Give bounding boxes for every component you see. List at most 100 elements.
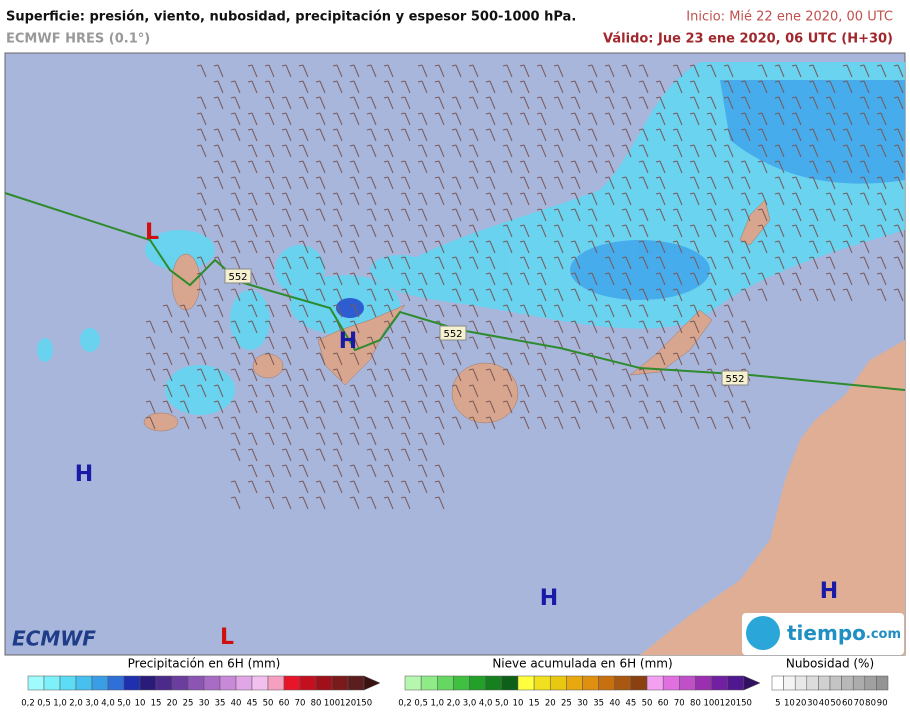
legend-label: 45 [247,699,258,709]
wind-barb [230,208,241,222]
wind-barb [315,176,326,190]
wind-barb [859,176,870,190]
wind-barb [281,384,292,398]
wind-barb [468,288,479,302]
wind-barb [400,480,411,494]
wind-barb [706,112,717,126]
wind-barb [825,160,836,174]
wind-barb [536,304,547,318]
wind-barb [842,272,853,286]
map: 552 552 552 L H H L H H ECMWF tiempo.com [4,52,906,656]
wind-barb [689,144,700,158]
wind-barb [468,224,479,238]
wind-barb [655,256,666,270]
wind-barb [349,384,360,398]
legend-label: 60 [842,699,853,709]
wind-barb [383,64,394,78]
wind-barb [485,416,496,430]
legend-swatch [771,675,784,691]
wind-barb [570,288,581,302]
legend-swatch [783,675,796,691]
wind-barb [281,192,292,206]
legend-title: Precipitación en 6H (mm) [128,657,281,671]
wind-barb [247,144,258,158]
wind-barb [893,224,904,238]
wind-barb [434,352,445,366]
wind-barb [842,160,853,174]
wind-barb [706,208,717,222]
wind-barb [417,384,428,398]
wind-barb [587,80,598,94]
wind-barb [791,64,802,78]
wind-barb [706,352,717,366]
wind-barb [434,64,445,78]
legends: Precipitación en 6H (mm)0,2 0,5 1,0 2,0 3,0 4… [21,657,889,709]
wind-barb [400,80,411,94]
wind-barb [417,448,428,462]
wind-barb [774,272,785,286]
wind-barb [366,144,377,158]
wind-barb [723,128,734,142]
wind-barb [672,128,683,142]
wind-barb [502,320,513,334]
wind-barb [315,496,326,510]
wind-barb [434,496,445,510]
wind-barb [570,256,581,270]
wind-barb [434,192,445,206]
legend-label: 25 [183,699,194,709]
wind-barb [434,224,445,238]
wind-barb [332,304,343,318]
wind-barb [468,304,479,318]
legend-swatch [363,675,381,691]
wind-barb [485,320,496,334]
legend-swatch [864,675,877,691]
wind-barb [281,368,292,382]
legend-title: Nubosidad (%) [786,657,874,671]
wind-barb [859,192,870,206]
wind-barb [383,256,394,270]
wind-barb [332,128,343,142]
wind-barb [213,176,224,190]
wind-barb [383,224,394,238]
wind-barb [434,272,445,286]
wind-barb [553,240,564,254]
wind-barb [825,256,836,270]
wind-barb [179,416,190,430]
wind-barb [502,368,513,382]
wind-barb [349,416,360,430]
wind-barb [621,96,632,110]
wind-barb [859,240,870,254]
wind-barb [740,208,751,222]
wind-barb [706,368,717,382]
wind-barb [638,416,649,430]
wind-barb [298,416,309,430]
wind-barb [247,464,258,478]
wind-barb [434,144,445,158]
wind-barb [468,320,479,334]
wind-barb [434,480,445,494]
thickness-552 [4,192,906,391]
wind-barb [485,160,496,174]
wind-barb [706,304,717,318]
wind-barb [264,64,275,78]
wind-barb [451,176,462,190]
legend-swatch [582,675,599,691]
wind-barb [366,384,377,398]
wind-barb [230,256,241,270]
wind-barb [417,400,428,414]
wind-barb [298,304,309,318]
wind-barb [655,192,666,206]
wind-barb [536,208,547,222]
wind-barb [706,144,717,158]
wind-barb [417,208,428,222]
wind-barb [502,304,513,318]
wind-barb [689,240,700,254]
legend-label: 20 [545,699,556,709]
thickness-label-box [721,370,749,386]
wind-barb [638,208,649,222]
wind-barb [451,208,462,222]
legend-label: 5 [775,699,780,709]
wind-barb [162,304,173,318]
legend-swatch [437,675,454,691]
wind-barb [179,320,190,334]
